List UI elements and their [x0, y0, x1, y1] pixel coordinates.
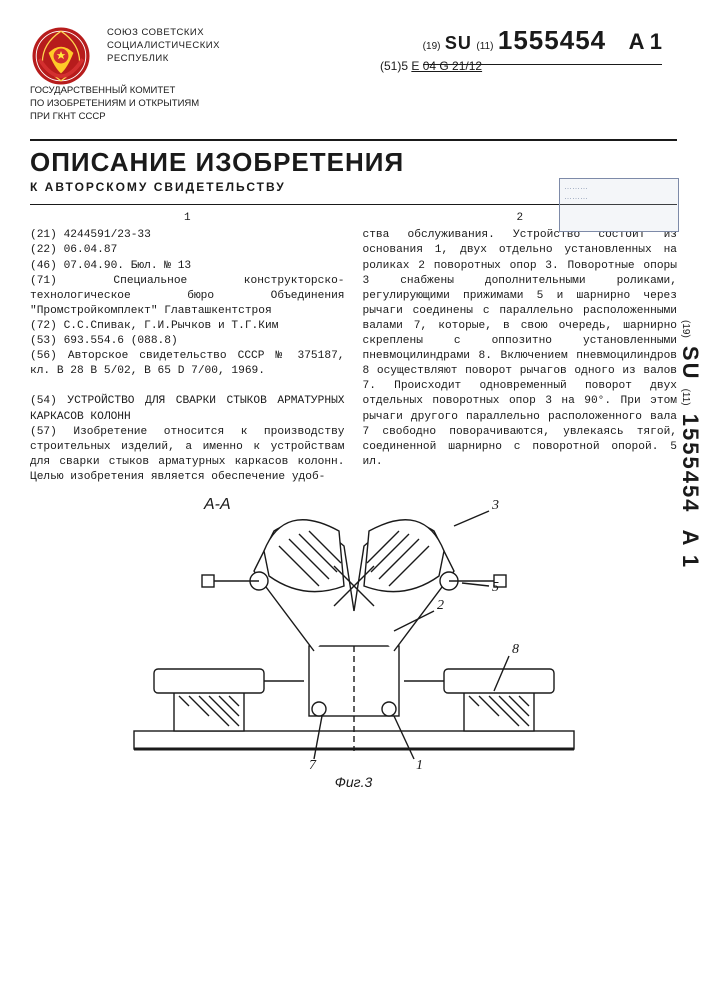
- committee-line: ГОСУДАРСТВЕННЫЙ КОМИТЕТ: [30, 85, 677, 98]
- ipc-code: E 04 G 21/12: [411, 59, 482, 73]
- svg-text:1: 1: [416, 758, 423, 771]
- doc-title: ОПИСАНИЕ ИЗОБРЕТЕНИЯ: [30, 147, 677, 178]
- section-label: А-А: [203, 496, 231, 513]
- rule-top: [30, 139, 677, 141]
- org-line: РЕСПУБЛИК: [107, 53, 220, 66]
- org-line: СОЮЗ СОВЕТСКИХ: [107, 27, 220, 40]
- side-number: 1555454: [678, 414, 703, 514]
- column-left: 1 (21) 4244591/23-33 (22) 06.04.87 (46) …: [30, 211, 345, 485]
- field-21: (21) 4244591/23-33: [30, 228, 345, 243]
- field-54: (54) УСТРОЙСТВО ДЛЯ СВАРКИ СТЫКОВ АРМАТУ…: [30, 394, 345, 424]
- field-72: (72) С.С.Спивак, Г.И.Рычков и Т.Г.Ким: [30, 319, 345, 334]
- field-46: (46) 07.04.90. Бюл. № 13: [30, 259, 345, 274]
- ipc-prefix: (51)5: [380, 59, 408, 73]
- pub-mid: (11): [476, 41, 493, 52]
- pub-country: SU: [445, 33, 472, 53]
- field-53: (53) 693.554.6 (088.8): [30, 334, 345, 349]
- committee-block: ГОСУДАРСТВЕННЫЙ КОМИТЕТ ПО ИЗОБРЕТЕНИЯМ …: [30, 85, 677, 123]
- field-56: (56) Авторское свидетельство СССР № 3751…: [30, 349, 345, 379]
- pub-prefix: (19): [423, 41, 441, 52]
- committee-line: ПО ИЗОБРЕТЕНИЯМ И ОТКРЫТИЯМ: [30, 98, 677, 111]
- svg-text:3: 3: [491, 498, 499, 513]
- org-line: СОЦИАЛИСТИЧЕСКИХ: [107, 40, 220, 53]
- pub-kind: A 1: [629, 29, 662, 54]
- svg-text:8: 8: [512, 642, 519, 657]
- pub-number: 1555454: [498, 25, 606, 55]
- state-emblem: [30, 25, 92, 87]
- figure-drawing: А-А: [94, 491, 614, 771]
- issuing-org: СОЮЗ СОВЕТСКИХ СОЦИАЛИСТИЧЕСКИХ РЕСПУБЛИ…: [107, 25, 220, 65]
- figure-caption: Фиг.3: [30, 774, 677, 790]
- svg-text:7: 7: [309, 758, 317, 771]
- committee-line: ПРИ ГКНТ СССР: [30, 111, 677, 124]
- field-71: (71) Специальное конструкторско-технолог…: [30, 274, 345, 319]
- abstract-continued: ства обслуживания. Устройство состоит из…: [363, 228, 678, 470]
- side-rail: (19) SU (11) 1555454 A 1: [675, 320, 703, 960]
- col-number: 1: [30, 211, 345, 226]
- figure-zone: А-А: [30, 491, 677, 790]
- abstract-columns: 1 (21) 4244591/23-33 (22) 06.04.87 (46) …: [0, 205, 707, 485]
- stamp-line: ………: [564, 192, 674, 202]
- column-right: 2 ства обслуживания. Устройство состоит …: [363, 211, 678, 485]
- svg-text:2: 2: [437, 598, 444, 613]
- receipt-stamp: ……… ………: [559, 178, 679, 232]
- stamp-line: ………: [564, 182, 674, 192]
- svg-text:5: 5: [492, 580, 499, 595]
- field-22: (22) 06.04.87: [30, 243, 345, 258]
- field-57: (57) Изобретение относится к производств…: [30, 425, 345, 485]
